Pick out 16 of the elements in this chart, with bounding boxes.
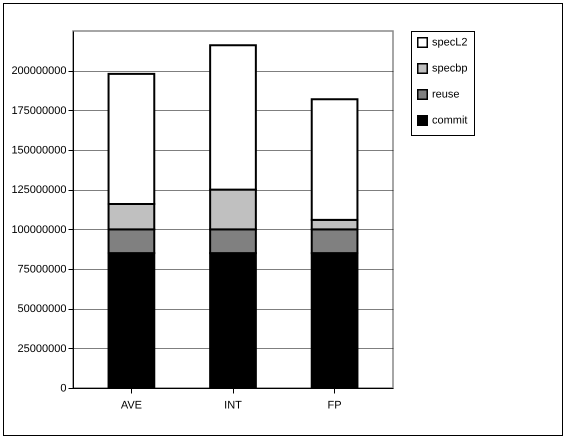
y-tick-label: 0 <box>60 382 66 394</box>
legend-label: reuse <box>432 88 460 100</box>
y-tick-label: 200000000 <box>11 65 66 78</box>
x-tick-label: FP <box>328 400 342 412</box>
legend-label: specbp <box>432 62 468 74</box>
legend-label: commit <box>432 114 468 126</box>
y-tick-label: 75000000 <box>18 264 66 276</box>
legend-label: specL2 <box>432 36 468 48</box>
y-tick-label: 50000000 <box>18 303 66 316</box>
y-tick-label: 125000000 <box>11 184 66 196</box>
y-tick-label: 150000000 <box>11 144 66 156</box>
y-tick-label: 25000000 <box>18 342 66 355</box>
y-tick-label: 100000000 <box>11 224 66 236</box>
x-tick-label: AVE <box>120 400 142 412</box>
x-tick-label: INT <box>224 400 242 412</box>
y-tick-label: 175000000 <box>11 104 66 117</box>
